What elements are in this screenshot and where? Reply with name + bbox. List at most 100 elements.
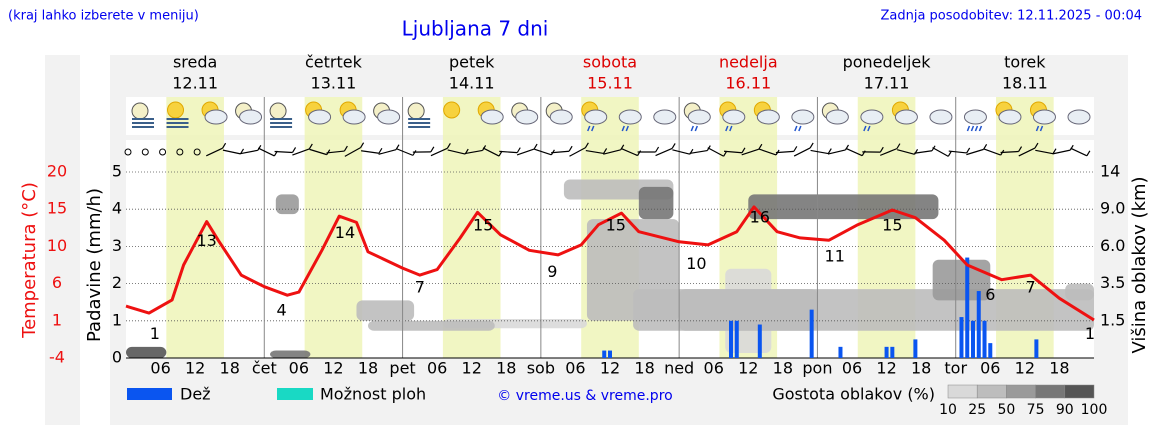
wind-barb (845, 147, 863, 157)
cloud-icon (549, 109, 573, 125)
wind-barb (844, 144, 849, 151)
density-tick: 25 (968, 402, 986, 418)
x-tick-label: 12 (1015, 359, 1035, 378)
cloud-icon (687, 109, 711, 125)
wind-barb (378, 149, 397, 155)
wind-barb (446, 143, 451, 149)
x-tick-label: tor (944, 359, 967, 378)
rain-icon (694, 125, 698, 132)
wind-calm (124, 148, 132, 156)
x-tick-label: 06 (704, 359, 724, 378)
wind-barb (257, 144, 262, 151)
x-tick-label: 06 (980, 359, 1000, 378)
cloud-icon (653, 109, 677, 125)
temp-tick-label: 15 (47, 199, 67, 218)
y2-axis-title: Višina oblakov (km) (1129, 176, 1150, 353)
wind-barb (569, 147, 586, 157)
day-date: 12.11 (172, 74, 218, 93)
wind-barb (637, 150, 642, 156)
temp-panel (45, 55, 80, 425)
wind-barb (482, 147, 500, 157)
wind-barb (1035, 149, 1054, 155)
wind-barb (1069, 144, 1074, 151)
wind-barb (396, 148, 414, 156)
rain-bar (890, 346, 895, 358)
x-tick-label: pon (802, 359, 832, 378)
wind-barb (568, 145, 573, 152)
density-tick: 50 (997, 402, 1015, 418)
temp-label: 1 (1085, 324, 1095, 343)
rain-icon (798, 125, 802, 132)
cloud-icon (825, 109, 849, 125)
x-tick-label: pet (389, 359, 415, 378)
wind-barb (516, 148, 535, 156)
rain-bar (959, 317, 964, 358)
cloud-icon (929, 109, 953, 125)
wind-barb (1052, 149, 1071, 155)
x-tick-label: 06 (427, 359, 447, 378)
temp-label: 4 (276, 301, 286, 320)
rain-icon (621, 125, 625, 132)
wind-barb (809, 142, 814, 149)
cloud-icon (894, 109, 918, 125)
x-tick-label: 12 (323, 359, 343, 378)
wind-barb (551, 150, 570, 154)
y-tick-label: 3 (112, 236, 122, 255)
wind-barb (707, 147, 724, 157)
density-tick: 90 (1056, 402, 1074, 418)
wind-barb (689, 149, 708, 155)
x-tick-label: 18 (358, 359, 378, 378)
rain-bar (757, 324, 762, 358)
x-tick-label: 18 (911, 359, 931, 378)
rain-icon (867, 125, 871, 132)
wind-barb (620, 147, 638, 157)
wind-barb (896, 143, 901, 149)
moon-icon (407, 102, 425, 120)
day-name: torek (1004, 53, 1046, 72)
wind-barb (412, 150, 417, 156)
temperature-line (125, 205, 1095, 322)
temp-label: 16 (750, 208, 770, 227)
temp-label: 15 (882, 215, 902, 234)
cloud-icon (860, 109, 884, 125)
cloud-icon (480, 109, 504, 125)
cloud-icon (515, 109, 539, 125)
x-tick-label: 12 (185, 359, 205, 378)
temp-label: 14 (335, 223, 355, 242)
density-swatch (976, 384, 1007, 399)
x-tick-label: 18 (220, 359, 240, 378)
wind-calm (141, 148, 149, 156)
y2-tick-label: 14 (1100, 162, 1120, 181)
x-tick-label: 12 (600, 359, 620, 378)
wind-barb (447, 149, 466, 155)
wind-barb (948, 150, 967, 154)
rain-icon (1035, 125, 1040, 132)
cloud-icon (756, 109, 780, 125)
wind-barb (534, 148, 552, 156)
wind-barb (292, 148, 310, 156)
wind-calm (159, 148, 167, 156)
legend-label: Dež (180, 385, 211, 404)
density-tick: 75 (1027, 402, 1045, 418)
day-date: 16.11 (725, 74, 771, 93)
wind-barb (206, 147, 223, 157)
temp-label: 15 (606, 215, 626, 234)
wind-barb (361, 150, 379, 154)
wind-barb (1034, 142, 1039, 149)
rain-icon (1039, 125, 1044, 132)
cloud-patch (356, 300, 415, 321)
day-name: nedelja (719, 53, 778, 72)
cloud-icon (308, 109, 332, 125)
temp-label: 1 (150, 324, 160, 343)
rain-bar (965, 257, 970, 358)
moon-icon (131, 102, 149, 120)
wind-barb (240, 149, 258, 155)
wind-barb (1000, 150, 1019, 154)
x-tick-label: 06 (289, 359, 309, 378)
wind-barb (533, 143, 538, 150)
y-tick-label: 1 (112, 310, 122, 329)
rain-bar (884, 346, 889, 358)
y2-tick-label: 3.5 (1100, 273, 1125, 292)
day-date: 17.11 (864, 74, 910, 93)
